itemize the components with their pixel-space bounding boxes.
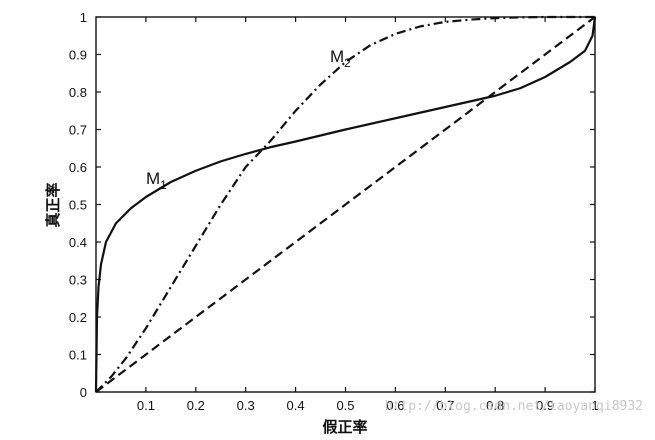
x-tick-label: 0.9 <box>536 398 554 413</box>
series-line-diagonal <box>95 16 596 393</box>
x-tick-label: 0.3 <box>237 398 255 413</box>
y-tick-label: 0.7 <box>69 123 87 138</box>
y-tick-label: 0.6 <box>69 160 87 175</box>
y-tick-label: 0.5 <box>69 198 87 213</box>
axis-ticks <box>96 16 596 393</box>
y-tick-label: 0.9 <box>69 48 87 63</box>
watermark: http://blog.csdn.net/taoyanqi8932 <box>385 399 643 414</box>
y-tick-label: 0.2 <box>69 310 87 325</box>
x-tick-label: 0.5 <box>336 398 354 413</box>
x-tick-label: 0.1 <box>137 398 155 413</box>
series-line-m2 <box>95 15 595 393</box>
x-tick-label: 0.7 <box>436 398 454 413</box>
x-tick-label: 0.2 <box>187 398 205 413</box>
y-tick-label: 0 <box>80 385 87 400</box>
x-tick-label: 1 <box>591 398 598 413</box>
x-axis-label: 假正率 <box>322 418 367 436</box>
series-label-m1: M1 <box>146 169 167 192</box>
series-lines <box>94 15 597 393</box>
x-tick-label: 0.6 <box>386 398 404 413</box>
y-tick-label: 0.4 <box>69 235 87 250</box>
y-axis-label: 真正率 <box>44 182 62 227</box>
y-tick-label: 0.1 <box>69 348 87 363</box>
y-tick-label: 0.8 <box>69 85 87 100</box>
axis-tick-labels: 0.1 0.2 0.3 0.4 0.5 0.6 0.7 0.8 0.9 1 0 0.1 0.2 0.3 0.… <box>69 10 599 413</box>
series-line-m1 <box>94 16 597 393</box>
x-tick-label: 0.8 <box>486 398 504 413</box>
series-label-m2: M2 <box>330 47 351 70</box>
y-tick-label: 0.3 <box>69 273 87 288</box>
x-tick-label: 0.4 <box>287 398 305 413</box>
y-tick-label: 1 <box>80 10 87 25</box>
